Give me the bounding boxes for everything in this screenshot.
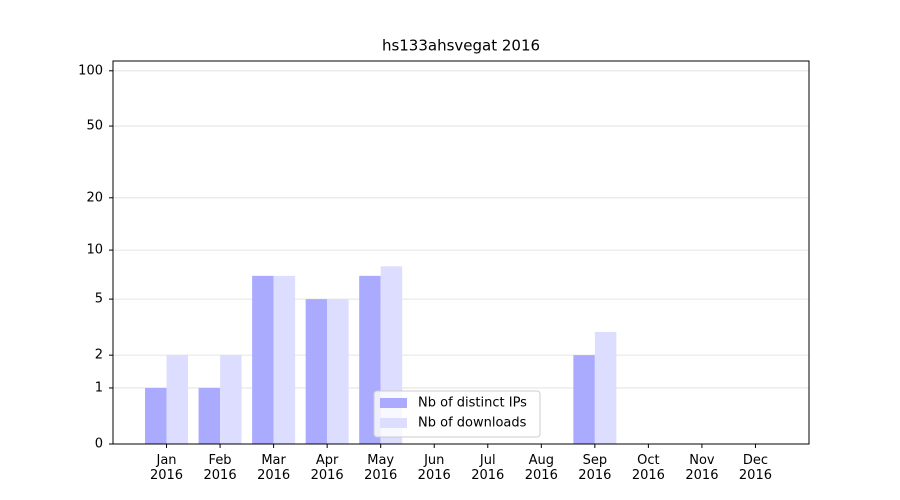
x-tick-label: Aug 2016: [524, 453, 558, 483]
x-tick-label: Feb 2016: [203, 453, 237, 483]
x-tick-label: Dec 2016: [738, 453, 772, 483]
bar: [166, 355, 189, 444]
bar: [252, 275, 274, 444]
bar: [573, 355, 595, 444]
x-tick-label: May 2016: [364, 453, 398, 483]
y-tick-label: 5: [95, 292, 103, 307]
x-tick-label: Oct 2016: [631, 453, 665, 483]
legend-swatch: [380, 398, 407, 408]
bar: [273, 275, 296, 444]
legend: Nb of distinct IPs Nb of downloads: [373, 390, 541, 438]
y-tick-label: 2: [95, 348, 103, 363]
y-tick-label: 50: [86, 119, 103, 134]
bar: [220, 355, 242, 444]
x-tick-label: Jul 2016: [471, 453, 505, 483]
chart-title: hs133ahsvegat 2016: [382, 37, 540, 55]
legend-label: Nb of downloads: [418, 416, 527, 431]
legend-swatch: [380, 418, 407, 428]
bar: [594, 331, 617, 444]
bar: [145, 387, 167, 444]
bar: [198, 387, 221, 444]
bar: [305, 299, 328, 444]
y-tick-label: 20: [86, 190, 103, 205]
y-tick-label: 1: [95, 380, 103, 395]
legend-label: Nb of distinct IPs: [418, 396, 527, 411]
x-tick-label: Nov 2016: [685, 453, 719, 483]
bar: [327, 299, 349, 444]
x-tick-label: Sep 2016: [578, 453, 612, 483]
y-tick-label: 10: [86, 243, 103, 258]
y-tick-label: 100: [78, 63, 103, 78]
x-tick-label: Apr 2016: [310, 453, 344, 483]
plot-frame: [112, 60, 810, 445]
y-tick-label: 0: [95, 437, 103, 452]
x-tick-label: Jun 2016: [417, 453, 451, 483]
legend-box: [373, 390, 541, 438]
x-tick-label: Jan 2016: [149, 453, 184, 483]
x-tick-label: Mar 2016: [257, 453, 291, 483]
